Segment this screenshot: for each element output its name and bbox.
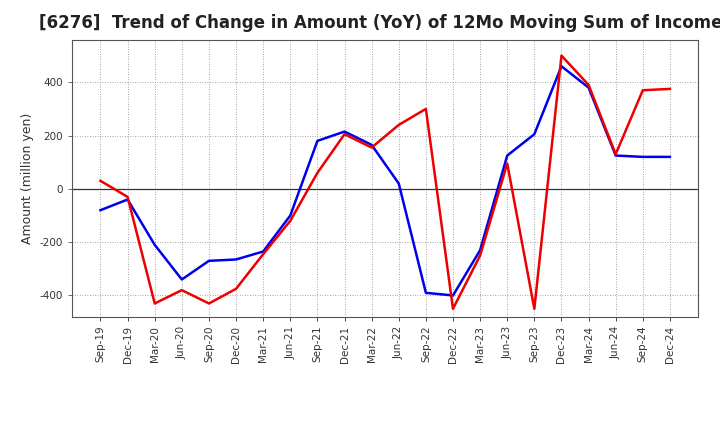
Net Income bbox=[665, 86, 674, 92]
Title: [6276]  Trend of Change in Amount (YoY) of 12Mo Moving Sum of Incomes: [6276] Trend of Change in Amount (YoY) o… bbox=[38, 15, 720, 33]
Net Income bbox=[584, 82, 593, 88]
Net Income bbox=[639, 88, 647, 93]
Ordinary Income bbox=[665, 154, 674, 160]
Ordinary Income bbox=[421, 290, 430, 295]
Ordinary Income bbox=[286, 213, 294, 218]
Ordinary Income bbox=[611, 153, 620, 158]
Ordinary Income bbox=[204, 258, 213, 264]
Ordinary Income bbox=[150, 242, 159, 247]
Ordinary Income bbox=[557, 64, 566, 69]
Net Income bbox=[530, 306, 539, 312]
Ordinary Income bbox=[96, 208, 105, 213]
Ordinary Income bbox=[123, 197, 132, 202]
Net Income bbox=[503, 161, 511, 166]
Net Income bbox=[367, 145, 376, 150]
Ordinary Income bbox=[232, 257, 240, 262]
Net Income bbox=[259, 252, 268, 257]
Net Income bbox=[313, 170, 322, 176]
Ordinary Income bbox=[395, 181, 403, 186]
Net Income bbox=[341, 132, 349, 137]
Ordinary Income bbox=[639, 154, 647, 160]
Net Income bbox=[611, 151, 620, 157]
Ordinary Income bbox=[584, 85, 593, 90]
Net Income bbox=[204, 301, 213, 306]
Net Income bbox=[557, 53, 566, 58]
Ordinary Income bbox=[503, 153, 511, 158]
Ordinary Income bbox=[178, 277, 186, 282]
Ordinary Income bbox=[313, 138, 322, 143]
Net Income bbox=[232, 286, 240, 291]
Net Income bbox=[449, 306, 457, 312]
Y-axis label: Amount (million yen): Amount (million yen) bbox=[21, 113, 34, 244]
Net Income bbox=[96, 178, 105, 183]
Line: Ordinary Income: Ordinary Income bbox=[101, 66, 670, 296]
Ordinary Income bbox=[341, 129, 349, 134]
Net Income bbox=[421, 106, 430, 111]
Net Income bbox=[286, 218, 294, 224]
Line: Net Income: Net Income bbox=[101, 55, 670, 309]
Net Income bbox=[123, 194, 132, 199]
Net Income bbox=[395, 122, 403, 128]
Ordinary Income bbox=[476, 248, 485, 253]
Net Income bbox=[178, 287, 186, 293]
Ordinary Income bbox=[367, 142, 376, 147]
Net Income bbox=[476, 253, 485, 258]
Net Income bbox=[150, 301, 159, 306]
Ordinary Income bbox=[259, 249, 268, 254]
Ordinary Income bbox=[530, 132, 539, 137]
Ordinary Income bbox=[449, 293, 457, 298]
